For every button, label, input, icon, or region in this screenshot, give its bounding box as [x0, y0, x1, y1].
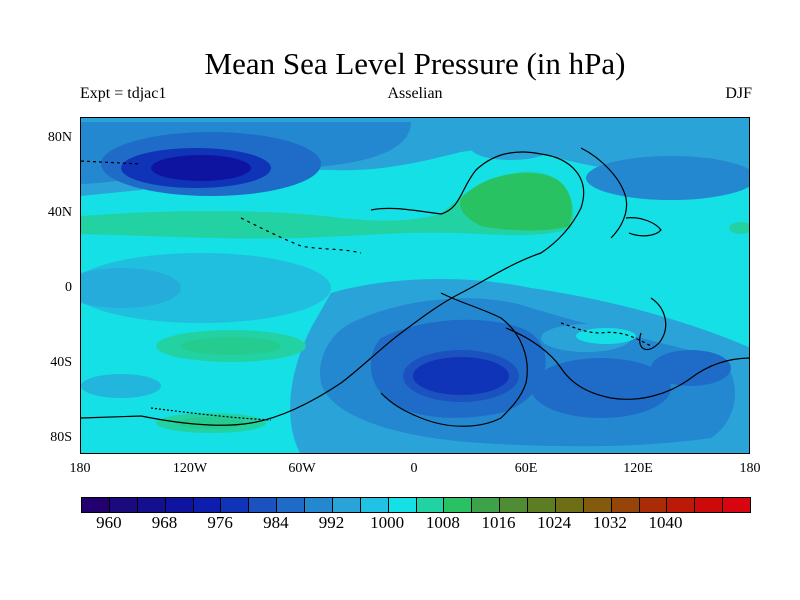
x-tick-60w: 60W: [288, 461, 316, 476]
coastline-island-arc: [240, 217, 362, 254]
coastline-south-islands: [560, 322, 652, 347]
x-tick-180e: 180: [739, 461, 761, 476]
coastline-antarctic-edge: [150, 407, 272, 421]
field-north-east-low: [586, 156, 749, 200]
colorbar-box: [165, 498, 194, 512]
field-south-core: [413, 357, 509, 395]
colorbar-label: 976: [207, 513, 233, 532]
colorbar-box: [221, 498, 250, 512]
colorbar-label: 1040: [648, 513, 683, 532]
colorbar-box: [249, 498, 278, 512]
colorbar-box: [416, 498, 445, 512]
colorbar-label: 1000: [370, 513, 405, 532]
field-south-west-patch: [81, 374, 161, 398]
colorbar-label: 992: [318, 513, 345, 532]
coastline-central: [380, 292, 528, 427]
colorbar: [81, 497, 751, 513]
coastline-north-east: [580, 147, 628, 239]
coastline-north-islands: [81, 160, 142, 165]
coastline-pangaea-west: [81, 151, 585, 426]
x-tick-120e: 120E: [623, 461, 653, 476]
colorbar-box: [360, 498, 389, 512]
colorbar-box: [388, 498, 417, 512]
field-north-pacific-center: [151, 155, 251, 181]
field-north-atlantic-low: [471, 136, 551, 160]
y-tick-0: 0: [65, 280, 72, 295]
plot-title: Mean Sea Level Pressure (in hPa): [204, 46, 626, 81]
field-antarctic-high-core: [176, 417, 246, 429]
x-tick-0: 0: [410, 461, 418, 476]
stage-label: Asselian: [387, 85, 443, 102]
y-tick-40s: 40S: [50, 355, 72, 370]
colorbar-box: [695, 498, 724, 512]
colorbar-label: 1008: [425, 513, 460, 532]
field-north-continental-high: [460, 173, 572, 231]
field-south-east-low: [531, 358, 671, 418]
colorbar-box: [472, 498, 501, 512]
colorbar-label: 1016: [481, 513, 516, 532]
field-east-high-patch: [729, 222, 749, 234]
colorbar-box: [82, 498, 110, 512]
y-tick-80n: 80N: [47, 130, 72, 145]
field-north-subtropical-high: [81, 171, 574, 239]
field-south-high-core: [181, 337, 281, 355]
experiment-label: Expt = tdjac1: [80, 85, 167, 102]
colorbar-box: [723, 498, 750, 512]
coastline-east-island-2: [625, 217, 662, 237]
colorbar-box: [137, 498, 166, 512]
colorbar-box: [583, 498, 612, 512]
colorbar-box: [500, 498, 528, 512]
x-tick-120w: 120W: [172, 461, 208, 476]
pressure-field-map: [81, 118, 749, 453]
coastline-south-east: [505, 327, 749, 400]
colorbar-box: [277, 498, 305, 512]
x-tick-60e: 60E: [514, 461, 538, 476]
coastline-east-island: [639, 297, 667, 351]
colorbar-label: 960: [96, 513, 122, 532]
field-south-far-east-low: [651, 350, 731, 386]
colorbar-box: [639, 498, 668, 512]
colorbar-box: [555, 498, 584, 512]
colorbar-box: [332, 498, 361, 512]
colorbar-label: 1024: [537, 513, 572, 532]
colorbar-label: 1032: [592, 513, 627, 532]
field-tropical-patch-dateline: [81, 268, 181, 308]
coastline-group: [81, 147, 749, 427]
field-south-subtropical-high: [156, 330, 306, 362]
colorbar-box: [109, 498, 138, 512]
y-tick-80s: 80S: [50, 430, 72, 445]
colorbar-box: [528, 498, 556, 512]
colorbar-box: [667, 498, 696, 512]
colorbar-label: 968: [151, 513, 178, 532]
colorbar-box: [611, 498, 640, 512]
colorbar-label: 984: [263, 513, 289, 532]
x-tick-180w: 180: [69, 461, 91, 476]
y-tick-40n: 40N: [47, 205, 72, 220]
season-label: DJF: [725, 85, 752, 102]
colorbar-box: [305, 498, 333, 512]
colorbar-box: [444, 498, 473, 512]
colorbar-box: [193, 498, 222, 512]
map-panel: [80, 117, 750, 454]
